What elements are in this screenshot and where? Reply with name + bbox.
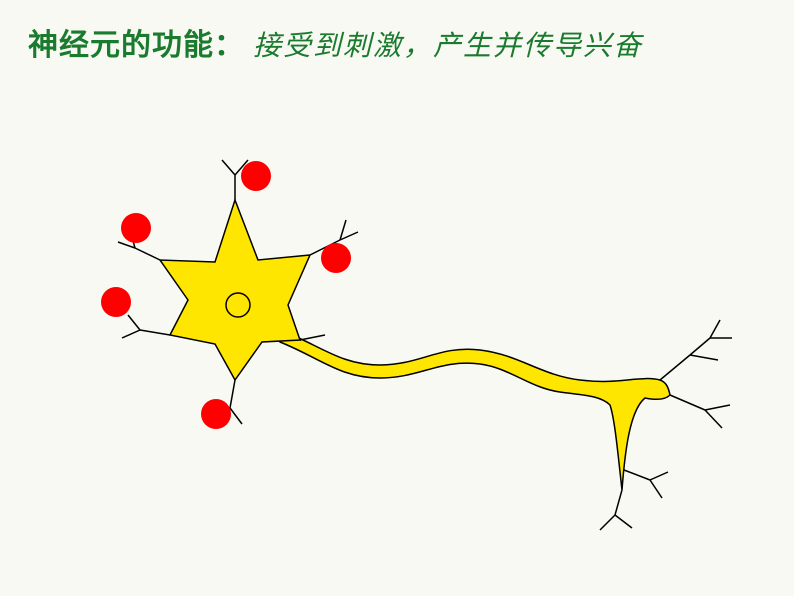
- signal-dot: [101, 287, 131, 317]
- neuron-diagram: [40, 120, 760, 550]
- signal-dot: [241, 161, 271, 191]
- cell-body: [160, 200, 310, 380]
- title-row: 神经元的功能： 接受到刺激，产生并传导兴奋: [28, 20, 643, 64]
- title-main: 神经元的功能：: [28, 29, 245, 62]
- signal-dot: [121, 213, 151, 243]
- signal-dot: [201, 399, 231, 429]
- signal-dot: [321, 243, 351, 273]
- title-desc: 接受到刺激，产生并传导兴奋: [253, 31, 643, 62]
- axon: [280, 330, 670, 490]
